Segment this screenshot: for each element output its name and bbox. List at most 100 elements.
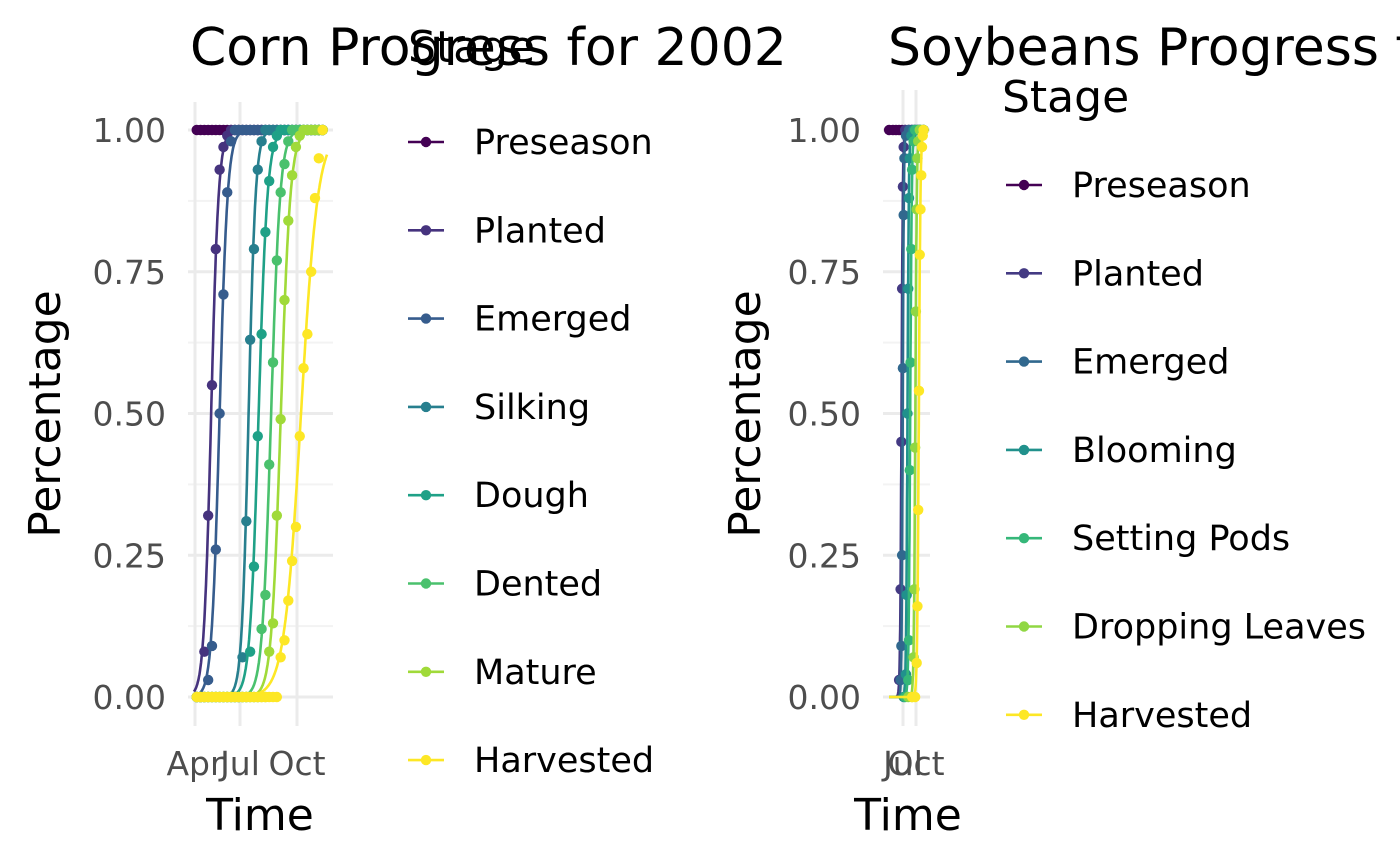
data-point [914,249,925,260]
legend-item-silking: Silking [408,388,590,428]
data-point [237,652,248,663]
data-point [904,465,915,476]
x-axis-title: Time [853,790,962,841]
chart-title: Soybeans Progress for 2002 [888,18,1400,78]
legend-key-point [1018,179,1030,191]
data-point [264,646,275,657]
data-point [252,430,263,442]
data-point [218,141,229,153]
data-point [214,408,225,419]
data-point [202,510,214,521]
data-point [252,164,263,175]
legend-item-harvested: Harvested [1006,696,1252,736]
data-point [256,136,267,147]
data-point [275,652,286,663]
legend-label: Emerged [1072,343,1229,383]
legend-label: Preseason [474,123,653,163]
data-point [286,170,298,181]
data-point [210,243,222,255]
data-point [241,516,252,527]
data-point [279,635,290,646]
data-point [905,357,916,368]
legend-key-point [1018,709,1030,720]
data-point [317,124,328,136]
data-point [283,595,294,606]
y-tick-label: 1.00 [93,111,166,150]
data-point [912,601,923,612]
data-point [913,504,924,516]
legend-label: Blooming [1072,431,1237,471]
y-tick-label: 0.25 [93,536,166,575]
y-axis-title: Percentage [20,290,71,538]
data-point [903,635,915,646]
data-point [302,328,313,340]
data-point [260,589,271,601]
y-tick-label: 0.50 [788,395,861,434]
data-point [222,187,233,198]
data-point [286,555,298,567]
data-point [283,215,294,226]
data-point [896,550,908,561]
y-tick-label: 0.25 [788,536,861,575]
data-point [279,158,290,170]
legend-key-point [420,136,432,148]
series-curve-harvested [889,130,926,699]
legend-item-planted: Planted [1006,254,1204,294]
legend: Stage Preseason Planted Emerged Silking Dough… [408,22,654,781]
y-tick-label: 0.00 [788,678,861,717]
data-point [290,141,302,153]
legend-key-point [420,578,432,589]
legend-key-point [1018,533,1030,544]
data-point [313,153,325,164]
data-point [916,141,928,153]
data-point [309,192,321,204]
data-point [206,379,218,391]
legend-label: Harvested [1072,696,1252,736]
legend-label: Emerged [474,300,631,340]
x-tick-label: Oct [887,744,944,783]
y-tick-label: 0.00 [93,678,166,717]
x-tick-label: Jul [218,744,260,783]
y-tick-label: 0.50 [93,395,166,434]
data-point [202,674,214,686]
data-point [916,170,927,181]
legend-item-mature: Mature [408,653,597,693]
data-point [298,362,309,374]
data-point [244,334,256,345]
data-point [214,164,225,175]
data-point [897,362,909,374]
legend: Stage Preseason Planted Emerged Blooming Sett… [1002,72,1366,736]
series-layer [191,124,329,703]
data-point [918,124,929,136]
legend-label: Preseason [1072,166,1251,206]
data-point [244,646,256,657]
data-point [913,385,925,397]
data-point [199,646,210,657]
series-harvested [889,124,929,703]
legend-key-point [1018,356,1030,367]
x-tick-label: Oct [268,744,325,783]
x-tick-label: Apr [166,744,224,783]
legend-label: Planted [1072,254,1204,294]
legend-title: Stage [1002,72,1129,123]
data-point [264,175,275,187]
data-point [283,136,294,147]
legend-key-point [420,401,432,413]
legend-item-emerged: Emerged [1006,343,1229,383]
data-point [248,561,260,572]
legend-label: Dented [474,565,602,605]
legend-label: Dropping Leaves [1072,608,1366,648]
data-point [256,623,267,635]
legend-key-point [1018,621,1030,632]
legend-item-preseason: Preseason [408,123,653,163]
data-point [915,204,926,215]
legend-item-setting-pods: Setting Pods [1006,519,1290,559]
legend-label: Planted [474,211,606,251]
data-point [896,640,907,652]
x-tick-label: Jul [881,744,923,783]
y-tick-label: 0.75 [788,253,861,292]
data-point [911,657,922,669]
y-tick-label: 0.75 [93,253,166,292]
